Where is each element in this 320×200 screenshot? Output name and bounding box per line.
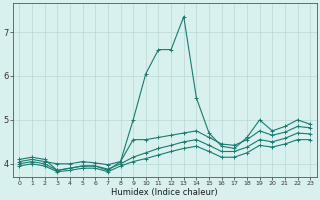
X-axis label: Humidex (Indice chaleur): Humidex (Indice chaleur)	[111, 188, 218, 197]
